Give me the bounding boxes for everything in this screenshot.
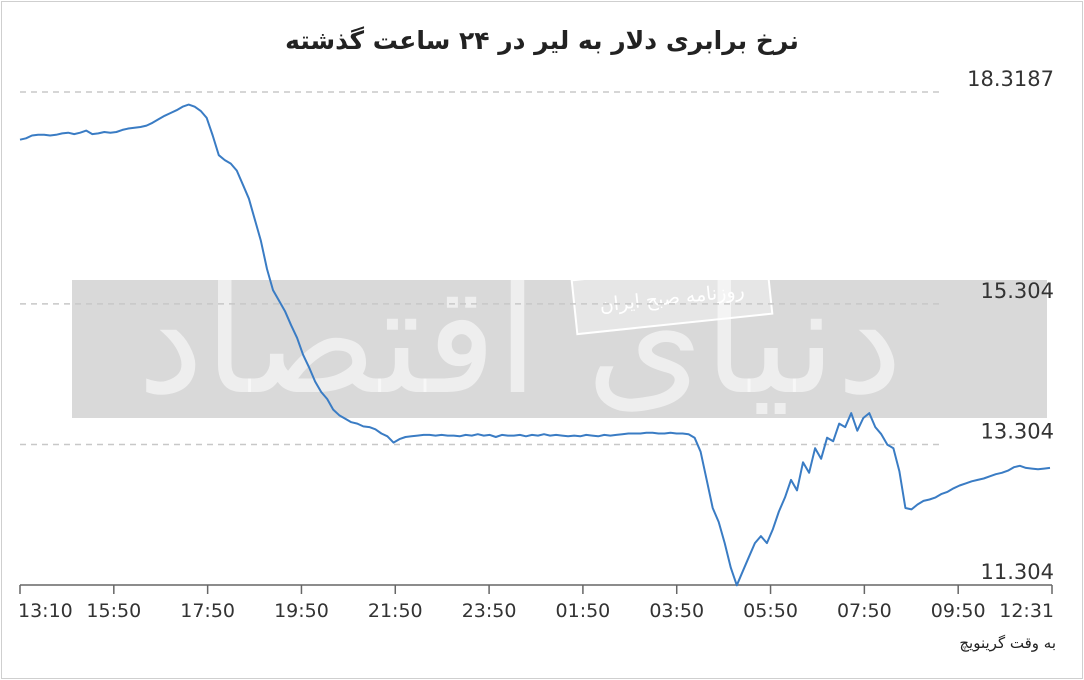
y-tick-label: 11.304	[981, 560, 1054, 584]
x-tick-label: 07:50	[837, 600, 892, 622]
series-line	[19, 103, 1051, 587]
x-tick-label: 15:50	[86, 600, 141, 622]
y-tick-label: 13.304	[981, 419, 1054, 443]
watermark-source-box: روزنامه صبح ایران	[570, 258, 774, 336]
x-tick-label: 12:31	[999, 600, 1054, 622]
x-tick-label: 21:50	[368, 600, 423, 622]
x-tick-label: 03:50	[649, 600, 704, 622]
x-tick-label: 05:50	[743, 600, 798, 622]
x-tick-label: 23:50	[462, 600, 517, 622]
chart-title: نرخ برابری دلار به لیر در ۲۴ ساعت گذشته	[285, 26, 799, 55]
x-tick-label: 13:10	[18, 600, 73, 622]
watermark-brand: دنیای اقتصاد	[137, 254, 903, 428]
watermark-band	[72, 280, 1047, 418]
y-tick-label: 18.3187	[967, 67, 1054, 91]
x-tick-label: 17:50	[180, 600, 235, 622]
x-tick-label: 19:50	[274, 600, 329, 622]
y-tick-label: 15.304	[981, 279, 1054, 303]
x-tick-label: 01:50	[556, 600, 611, 622]
timezone-note: به وقت گرینویچ	[959, 634, 1056, 652]
x-tick-label: 09:50	[931, 600, 986, 622]
